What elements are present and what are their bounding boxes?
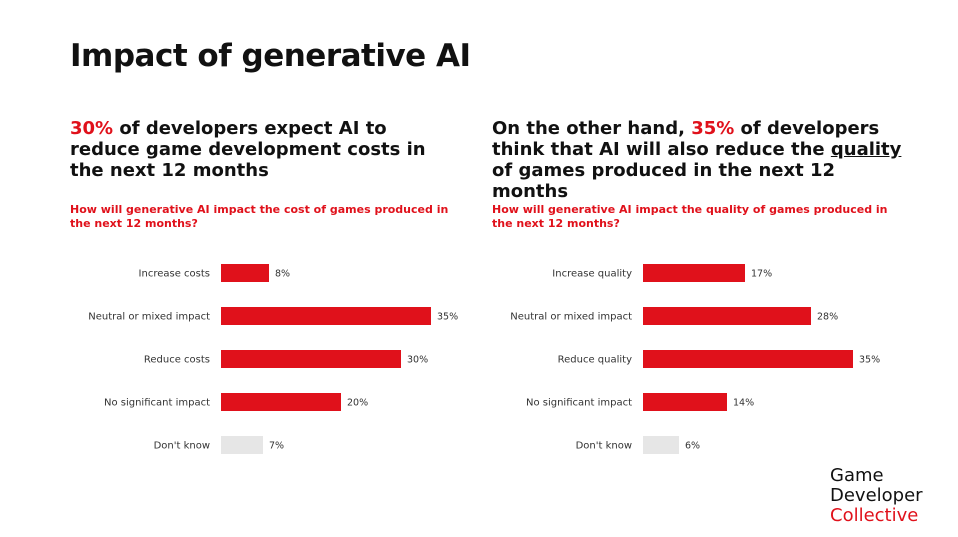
quality-value-label: 6%: [685, 441, 700, 452]
quality-question: How will generative AI impact the qualit…: [492, 203, 888, 230]
cost-value-label: 35%: [437, 312, 458, 323]
logo-line-collective: Collective: [830, 505, 919, 526]
cost-bar: [221, 350, 401, 368]
quality-impact-chart: Increase quality 17% Neutral or mixed impa…: [510, 264, 880, 454]
cost-category-label: Don't know: [154, 441, 210, 452]
right-headline-middle: of developers think that AI will also re…: [492, 118, 880, 160]
cost-bar: [221, 436, 263, 454]
page-title: Impact of generative AI: [70, 38, 471, 74]
cost-category-label: Increase costs: [139, 269, 210, 280]
quality-category-label: Reduce quality: [558, 355, 632, 366]
quality-category-label: No significant impact: [526, 398, 632, 409]
cost-impact-chart: Increase costs 8% Neutral or mixed impact 3…: [88, 264, 458, 454]
quality-category-label: Don't know: [576, 441, 632, 452]
quality-category-label: Neutral or mixed impact: [510, 312, 632, 323]
left-headline-highlight: 30%: [70, 118, 114, 139]
cost-bar: [221, 307, 431, 325]
quality-bar: [643, 436, 679, 454]
left-headline: 30% of developers expect AI to reduce ga…: [70, 118, 430, 181]
quality-bar: [643, 264, 745, 282]
cost-value-label: 8%: [275, 269, 290, 280]
quality-value-label: 28%: [817, 312, 838, 323]
quality-value-label: 14%: [733, 398, 754, 409]
right-headline: On the other hand, 35% of developers thi…: [492, 118, 912, 202]
left-headline-text: of developers expect AI to reduce game d…: [70, 118, 426, 181]
cost-value-label: 20%: [347, 398, 368, 409]
quality-bar: [643, 350, 853, 368]
right-headline-suffix: of games produced in the next 12 months: [492, 160, 835, 202]
cost-question: How will generative AI impact the cost o…: [70, 203, 449, 230]
cost-value-label: 30%: [407, 355, 428, 366]
cost-category-label: Neutral or mixed impact: [88, 312, 210, 323]
quality-value-label: 35%: [859, 355, 880, 366]
quality-bar: [643, 307, 811, 325]
cost-category-label: Reduce costs: [144, 355, 210, 366]
quality-bar: [643, 393, 727, 411]
cost-bar: [221, 264, 269, 282]
right-headline-underline: quality: [830, 139, 902, 160]
quality-value-label: 17%: [751, 269, 772, 280]
right-headline-highlight: 35%: [691, 118, 735, 139]
game-developer-collective-logo: Game Developer Collective: [830, 466, 923, 526]
cost-category-label: No significant impact: [104, 398, 210, 409]
cost-bar: [221, 393, 341, 411]
cost-value-label: 7%: [269, 441, 284, 452]
logo-line-developer: Developer: [830, 485, 923, 506]
right-headline-prefix: On the other hand,: [492, 118, 692, 139]
logo-line-game: Game: [830, 465, 884, 486]
quality-category-label: Increase quality: [552, 269, 632, 280]
